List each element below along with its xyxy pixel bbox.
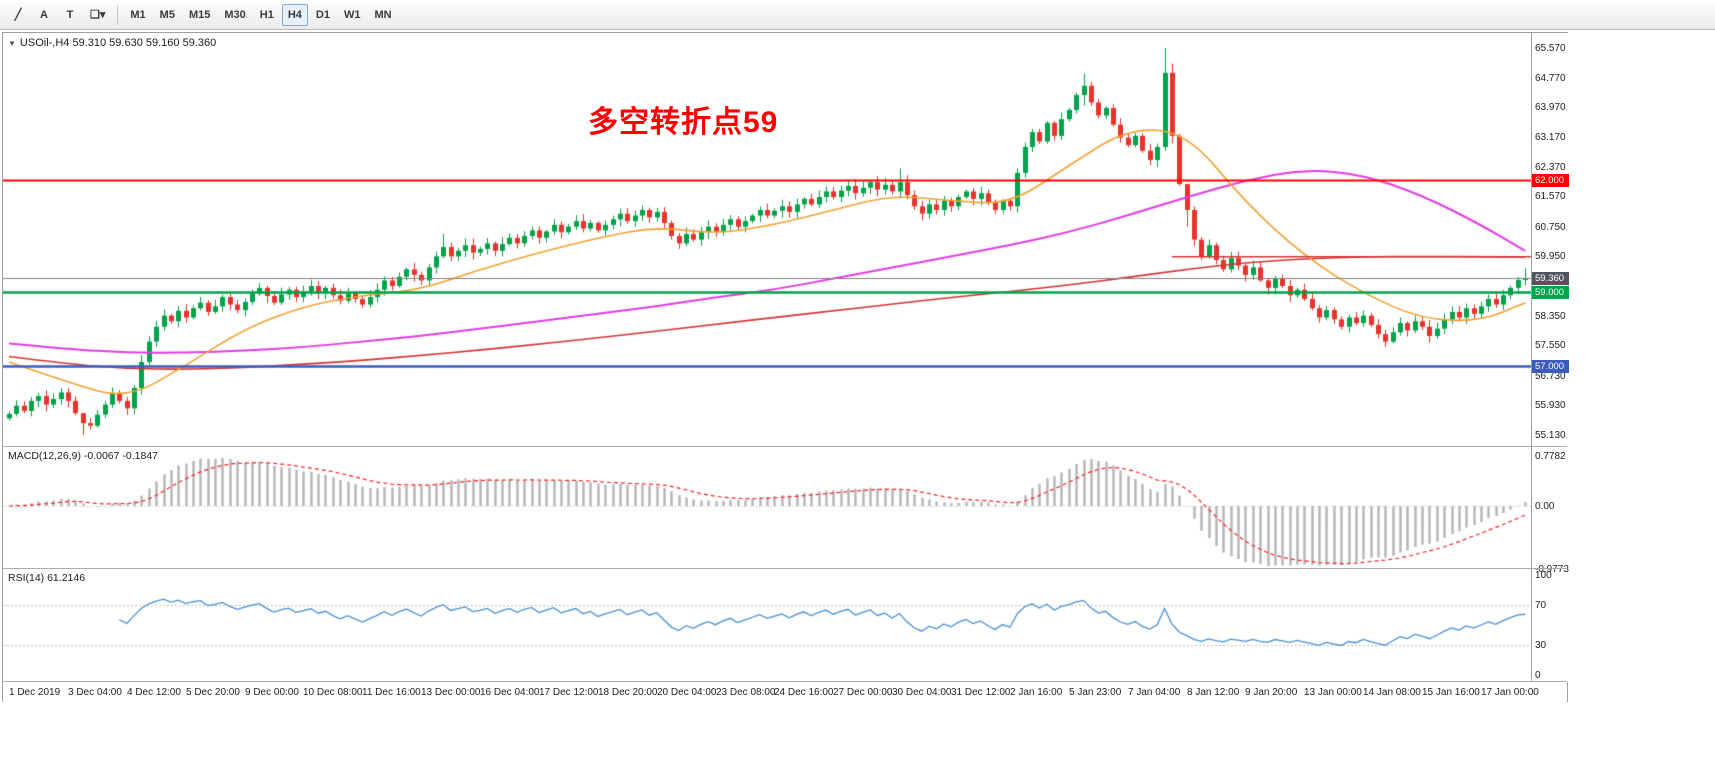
time-axis-label: 5 Dec 20:00 [186, 687, 240, 698]
price-tick-label: 59.950 [1535, 251, 1566, 262]
time-axis-label: 17 Jan 00:00 [1481, 687, 1539, 698]
macd-scale-label: -0.9773 [1535, 564, 1569, 575]
macd-label: MACD(12,26,9) -0.0067 -0.1847 [8, 450, 158, 462]
price-tick-label: 65.570 [1535, 43, 1566, 54]
time-axis-label: 11 Dec 16:00 [362, 687, 421, 698]
price-tick-label: 63.970 [1535, 102, 1566, 113]
price-scale[interactable]: 65.570 64.770 63.970 63.170 62.370 61.570 60.7… [1531, 33, 1569, 682]
time-axis-label: 13 Jan 00:00 [1304, 687, 1362, 698]
toolbar-separator [117, 4, 119, 25]
time-axis-label: 4 Dec 12:00 [127, 687, 181, 698]
drawing-tools-group: ╱ A T ❏▾ [6, 4, 111, 26]
toolbar: ╱ A T ❏▾ M1 M5 M15 M30 H1 H4 D1 W1 MN [0, 0, 1715, 30]
chart-window: ▼ USOil-,H4 59.310 59.630 59.160 59.360 多… [2, 32, 1569, 703]
price-tick-label: 62.370 [1535, 162, 1566, 173]
panel-splitter[interactable] [3, 681, 1567, 682]
macd-scale-label: 0.7782 [1535, 451, 1566, 462]
macd-panel: MACD(12,26,9) -0.0067 -0.1847 [3, 447, 1531, 568]
timeframe-buttons-group: M1 M5 M15 M30 H1 H4 D1 W1 MN [124, 3, 397, 26]
timeframe-button-m30[interactable]: M30 [224, 8, 246, 21]
time-axis-label: 1 Dec 2019 [9, 687, 61, 698]
time-axis-label: 18 Dec 20:00 [598, 687, 658, 698]
time-axis-label: 2 Jan 16:00 [1010, 687, 1063, 698]
time-axis-label: 10 Dec 08:00 [303, 687, 363, 698]
time-axis-label: 7 Jan 04:00 [1128, 687, 1181, 698]
price-badge-57.000: 57.000 [1532, 360, 1569, 373]
timeframe-button-m15[interactable]: M15 [188, 8, 211, 21]
price-tick-label: 57.550 [1535, 340, 1566, 351]
price-tick-label: 55.130 [1535, 430, 1566, 441]
time-axis-label: 14 Jan 08:00 [1363, 687, 1421, 698]
chart-title: ▼ USOil-,H4 59.310 59.630 59.160 59.360 [8, 37, 216, 49]
time-axis-label: 23 Dec 08:00 [716, 687, 776, 698]
trendline-tool-icon[interactable]: ╱ [14, 9, 22, 21]
timeframe-button-d1[interactable]: D1 [315, 8, 330, 21]
timeframe-button-m1[interactable]: M1 [130, 8, 146, 21]
rsi-label: RSI(14) 61.2146 [8, 572, 86, 584]
rsi-panel: RSI(14) 61.2146 [3, 569, 1531, 681]
time-axis-label: 16 Dec 04:00 [480, 687, 540, 698]
rsi-scale-label: 30 [1535, 640, 1547, 651]
symbol-ohlc-text: USOil-,H4 59.310 59.630 59.160 59.360 [19, 37, 217, 49]
panel-splitter[interactable] [3, 446, 1567, 447]
time-axis-label: 31 Dec 12:00 [951, 687, 1011, 698]
price-badge-59.360: 59.360 [1532, 272, 1569, 285]
price-tick-label: 58.350 [1535, 311, 1566, 322]
timeframe-button-w1[interactable]: W1 [343, 8, 361, 21]
time-axis-label: 30 Dec 04:00 [892, 687, 952, 698]
timeframe-button-m5[interactable]: M5 [159, 8, 175, 21]
shapes-dropdown-icon[interactable]: ❏▾ [90, 9, 106, 21]
timeframe-button-mn[interactable]: MN [374, 8, 392, 21]
time-axis-label: 27 Dec 00:00 [833, 687, 893, 698]
timeframe-button-h4[interactable]: H4 [281, 3, 308, 26]
rsi-chart-canvas[interactable] [3, 569, 1531, 681]
rsi-scale-label: 100 [1535, 570, 1552, 581]
time-axis-label: 17 Dec 12:00 [539, 687, 599, 698]
price-tick-label: 63.170 [1535, 132, 1566, 143]
time-axis-label: 13 Dec 00:00 [421, 687, 481, 698]
macd-chart-canvas[interactable] [3, 447, 1531, 568]
price-tick-label: 56.730 [1535, 371, 1566, 382]
time-axis-label: 5 Jan 23:00 [1069, 687, 1122, 698]
rsi-scale-label: 70 [1535, 600, 1547, 611]
price-chart-canvas[interactable] [3, 33, 1531, 446]
time-axis[interactable]: 1 Dec 2019 3 Dec 04:00 4 Dec 12:00 5 Dec 20… [3, 683, 1567, 703]
price-tick-label: 55.930 [1535, 400, 1566, 411]
chart-annotation-text: 多空转折点59 [588, 106, 779, 139]
time-axis-label: 3 Dec 04:00 [68, 687, 122, 698]
price-tick-label: 61.570 [1535, 191, 1566, 202]
price-tick-label: 64.770 [1535, 73, 1566, 84]
arrow-text-tool-icon[interactable]: A [40, 8, 48, 21]
time-axis-label: 20 Dec 04:00 [657, 687, 717, 698]
time-axis-label: 9 Jan 20:00 [1245, 687, 1298, 698]
time-axis-label: 9 Dec 00:00 [245, 687, 299, 698]
price-tick-label: 60.750 [1535, 222, 1566, 233]
price-badge-62.000: 62.000 [1532, 174, 1569, 187]
timeframe-button-h1[interactable]: H1 [259, 8, 274, 21]
time-axis-label: 8 Jan 12:00 [1187, 687, 1240, 698]
time-axis-label: 24 Dec 16:00 [774, 687, 834, 698]
macd-scale-label: 0.00 [1535, 501, 1555, 512]
price-panel: ▼ USOil-,H4 59.310 59.630 59.160 59.360 多… [3, 33, 1531, 446]
panel-splitter[interactable] [3, 568, 1567, 569]
text-label-tool-icon[interactable]: T [66, 8, 74, 21]
price-badge-59.000: 59.000 [1532, 286, 1569, 299]
rsi-scale-label: 0 [1535, 670, 1541, 681]
collapse-arrow-icon[interactable]: ▼ [8, 39, 16, 48]
time-axis-label: 15 Jan 16:00 [1422, 687, 1480, 698]
